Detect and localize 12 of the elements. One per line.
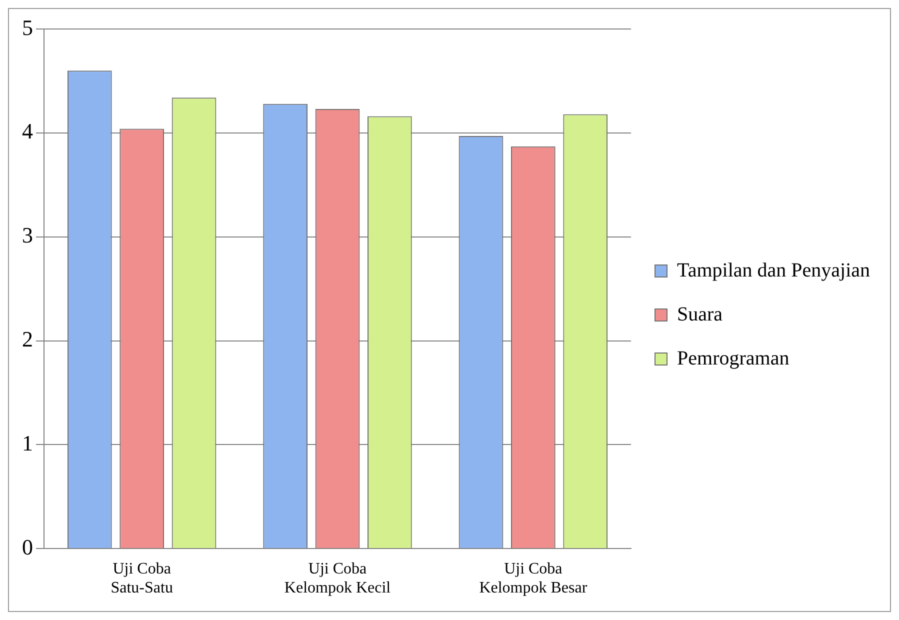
x-tick-label: Uji Coba Kelompok Kecil <box>284 560 392 597</box>
y-tick-label: 4 <box>22 118 33 144</box>
y-tick-label: 5 <box>22 14 33 40</box>
legend-label: Suara <box>677 303 723 326</box>
legend-label: Pemrograman <box>677 347 790 370</box>
y-tick-label: 1 <box>22 430 33 456</box>
x-tick-label: Uji Coba Satu-Satu <box>110 560 173 597</box>
y-tick-label: 3 <box>22 222 33 248</box>
legend-label: Tampilan dan Penyajian <box>677 259 870 282</box>
y-tick-label: 2 <box>22 326 33 352</box>
y-tick-label: 0 <box>22 534 33 560</box>
x-tick-label: Uji Coba Kelompok Besar <box>479 560 588 597</box>
